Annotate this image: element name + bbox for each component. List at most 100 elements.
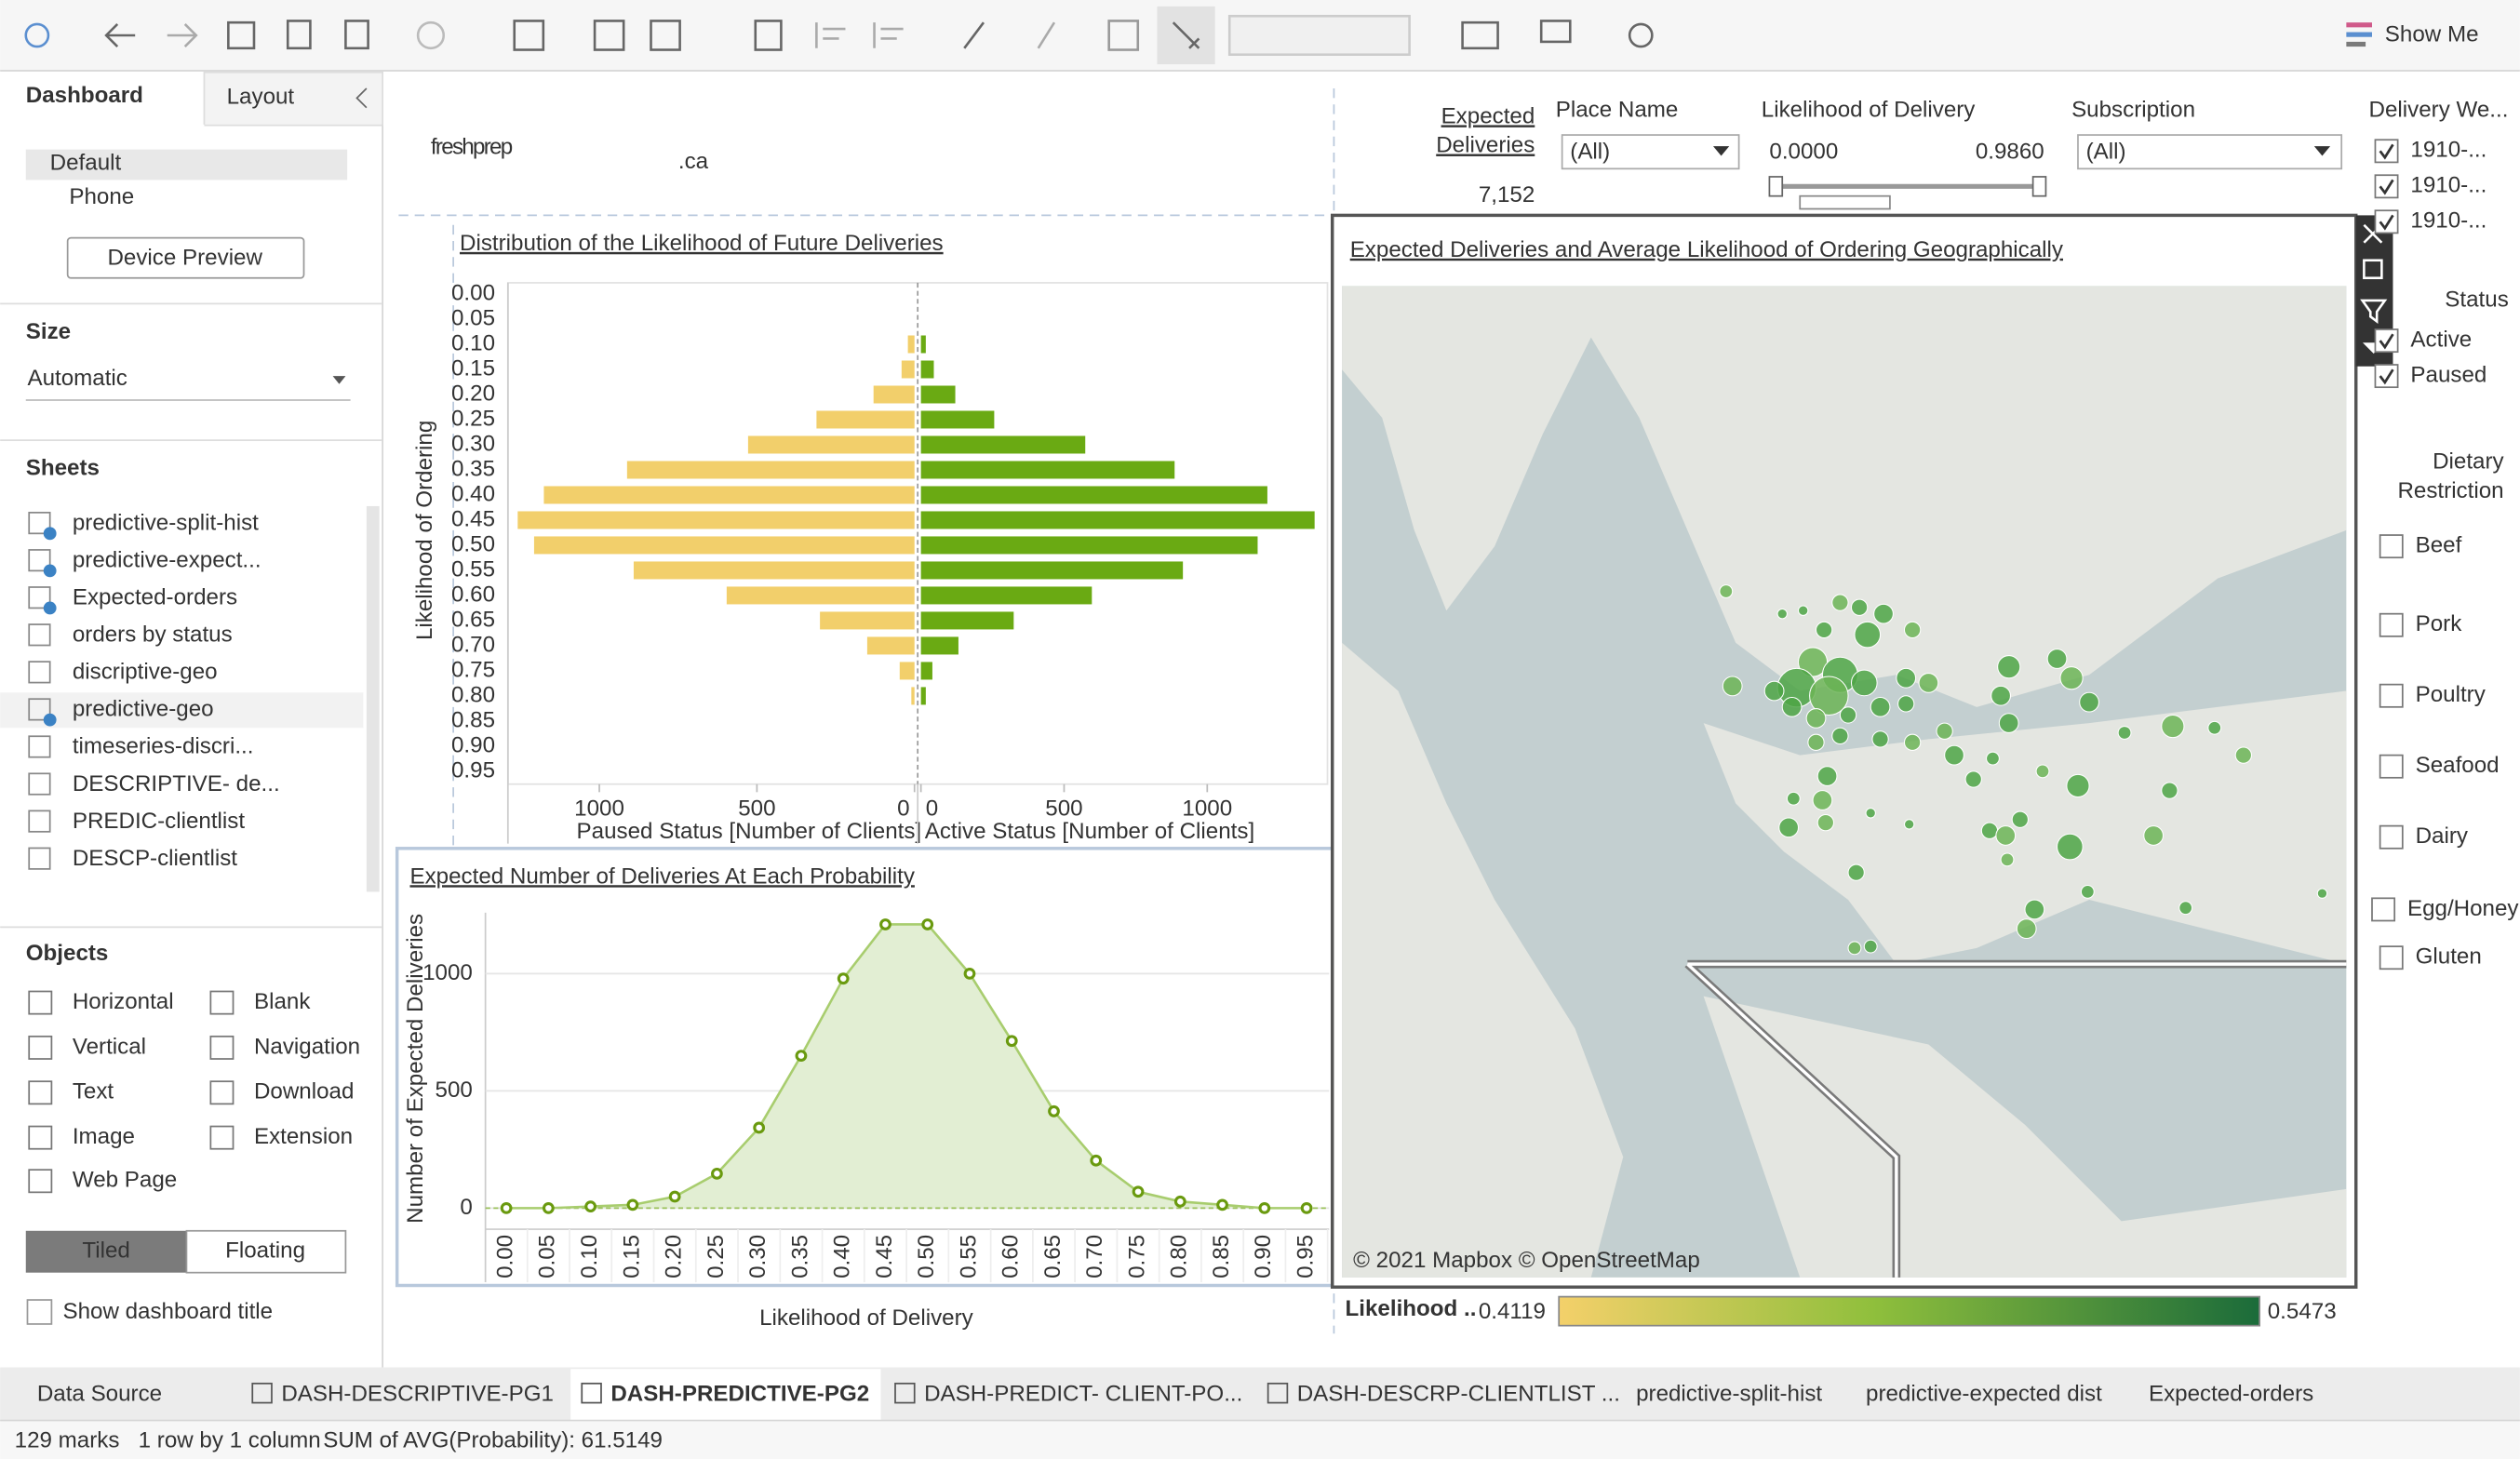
- button-label[interactable]: Device Preview: [107, 245, 262, 270]
- panel-tab[interactable]: Layout: [227, 85, 295, 110]
- checkbox[interactable]: [2374, 139, 2399, 164]
- dropdown-arrow[interactable]: [2313, 146, 2331, 156]
- tiled-button[interactable]: [25, 1230, 187, 1273]
- checkbox[interactable]: [2379, 534, 2404, 559]
- checkbox[interactable]: [2374, 174, 2399, 199]
- checkbox[interactable]: [2374, 328, 2399, 354]
- checkbox[interactable]: [2379, 824, 2404, 850]
- mode-label[interactable]: Floating: [225, 1238, 305, 1264]
- sheet-tab[interactable]: predictive-expected dist: [1866, 1381, 2102, 1406]
- map-bubble: [1903, 819, 1915, 830]
- bar: [920, 461, 1175, 479]
- object-item[interactable]: Extension: [254, 1124, 353, 1149]
- sheet-item[interactable]: PREDIC-clientlist: [73, 809, 246, 834]
- filter-item[interactable]: 1910-...: [2410, 173, 2486, 198]
- filter-item[interactable]: 1910-...: [2410, 208, 2486, 234]
- map-bubble: [2057, 833, 2084, 861]
- sheet-item[interactable]: DESCRIPTIVE- de...: [73, 771, 280, 796]
- map-bubble: [1778, 817, 1800, 838]
- object-item[interactable]: Download: [254, 1079, 354, 1104]
- object-item[interactable]: Navigation: [254, 1034, 360, 1059]
- show-me-button[interactable]: Show Me: [2385, 21, 2479, 47]
- slider-grip[interactable]: [1799, 194, 1891, 210]
- sheet-tab[interactable]: Data Source: [37, 1381, 162, 1406]
- filter-title: Subscription: [2071, 98, 2195, 123]
- sheet-tab[interactable]: DASH-PREDICTIVE-PG2: [610, 1381, 869, 1406]
- x-tick-label: 0.45: [872, 1235, 897, 1278]
- filter-item[interactable]: Poultry: [2416, 682, 2486, 707]
- checkbox[interactable]: [2379, 612, 2404, 637]
- checkbox-label[interactable]: Show dashboard title: [62, 1299, 273, 1324]
- checkbox[interactable]: [2379, 754, 2404, 779]
- floating-button[interactable]: [185, 1229, 347, 1274]
- filter-item[interactable]: Gluten: [2416, 944, 2482, 970]
- dropdown-arrow[interactable]: [332, 376, 346, 384]
- sheet-item[interactable]: timeseries-discri...: [73, 734, 254, 759]
- sheet-item[interactable]: discriptive-geo: [73, 660, 218, 685]
- selected-device[interactable]: [25, 149, 348, 181]
- filter-item[interactable]: Pork: [2416, 611, 2463, 636]
- active-tab[interactable]: [570, 1369, 881, 1421]
- y-tick-label: 0.10: [451, 330, 495, 355]
- y-axis-title: Likelihood of Ordering: [412, 421, 437, 640]
- map-bubbles: [1719, 584, 2328, 956]
- checkbox[interactable]: [26, 1299, 53, 1325]
- sheet-tab[interactable]: DASH-DESCRP-CLIENTLIST ...: [1297, 1381, 1620, 1406]
- filter-item[interactable]: Paused: [2410, 362, 2486, 387]
- bar: [920, 511, 1315, 529]
- sheet-tab[interactable]: predictive-split-hist: [1636, 1381, 1822, 1406]
- bar: [533, 536, 915, 555]
- device-preview-button[interactable]: [66, 236, 305, 279]
- slider-handle[interactable]: [2031, 176, 2047, 197]
- bar: [866, 636, 915, 655]
- panel-tab[interactable]: Dashboard: [26, 83, 143, 108]
- checkbox[interactable]: [2379, 945, 2404, 970]
- map-land: [1342, 286, 2347, 1278]
- filter-item[interactable]: Active: [2410, 327, 2472, 352]
- dropdown-arrow[interactable]: [1712, 146, 1730, 156]
- collapse-icon[interactable]: [355, 87, 368, 109]
- filter-item[interactable]: Dairy: [2416, 823, 2469, 849]
- tab-inactive[interactable]: [203, 71, 383, 127]
- checkbox[interactable]: [2374, 209, 2399, 234]
- object-item[interactable]: Image: [73, 1124, 135, 1149]
- sheet-item[interactable]: orders by status: [73, 622, 233, 648]
- line: [506, 923, 1307, 1210]
- sheet-item[interactable]: Expected-orders: [73, 584, 237, 609]
- dropdown[interactable]: [2077, 134, 2343, 170]
- device-option[interactable]: Phone: [69, 184, 134, 209]
- sheet-tab[interactable]: DASH-PREDICT- CLIENT-PO...: [924, 1381, 1242, 1406]
- map-bubble: [1719, 584, 1734, 598]
- y-tick-label: 0: [460, 1195, 472, 1220]
- x-tick-label: 0.60: [999, 1235, 1024, 1278]
- device-option[interactable]: Default: [50, 151, 122, 176]
- scrollbar[interactable]: [366, 505, 380, 892]
- checkbox[interactable]: [2371, 897, 2396, 922]
- x-tick-label: 0: [897, 796, 909, 822]
- x-tick-label: 1000: [574, 796, 624, 822]
- checkbox[interactable]: [2379, 683, 2404, 708]
- slider-handle[interactable]: [1768, 176, 1784, 197]
- object-item[interactable]: Horizontal: [73, 989, 174, 1014]
- object-item[interactable]: Vertical: [73, 1034, 146, 1059]
- filter-item[interactable]: Beef: [2416, 533, 2462, 558]
- mode-label[interactable]: Tiled: [82, 1238, 129, 1264]
- sheet-item[interactable]: predictive-expect...: [73, 547, 261, 572]
- dropdown[interactable]: [1561, 134, 1740, 170]
- map-bubble: [1847, 941, 1862, 956]
- sheet-item[interactable]: DESCP-clientlist: [73, 846, 237, 871]
- size-dropdown[interactable]: Automatic: [27, 366, 127, 391]
- filter-item[interactable]: Seafood: [2416, 753, 2500, 778]
- filter-item[interactable]: 1910-...: [2410, 138, 2486, 163]
- logo-suffix: .ca: [678, 149, 709, 174]
- sheet-item[interactable]: predictive-geo: [73, 697, 214, 722]
- checkbox[interactable]: [2374, 364, 2399, 389]
- filter-item[interactable]: Egg/Honey: [2407, 896, 2519, 921]
- object-item[interactable]: Text: [73, 1079, 114, 1104]
- object-item[interactable]: Blank: [254, 989, 311, 1014]
- object-item[interactable]: Web Page: [73, 1168, 177, 1193]
- sheet-item[interactable]: predictive-split-hist: [73, 510, 259, 535]
- sheet-tab[interactable]: DASH-DESCRIPTIVE-PG1: [281, 1381, 554, 1406]
- sheet-tab[interactable]: Expected-orders: [2149, 1381, 2313, 1406]
- x-tick-label: 0.50: [914, 1235, 939, 1278]
